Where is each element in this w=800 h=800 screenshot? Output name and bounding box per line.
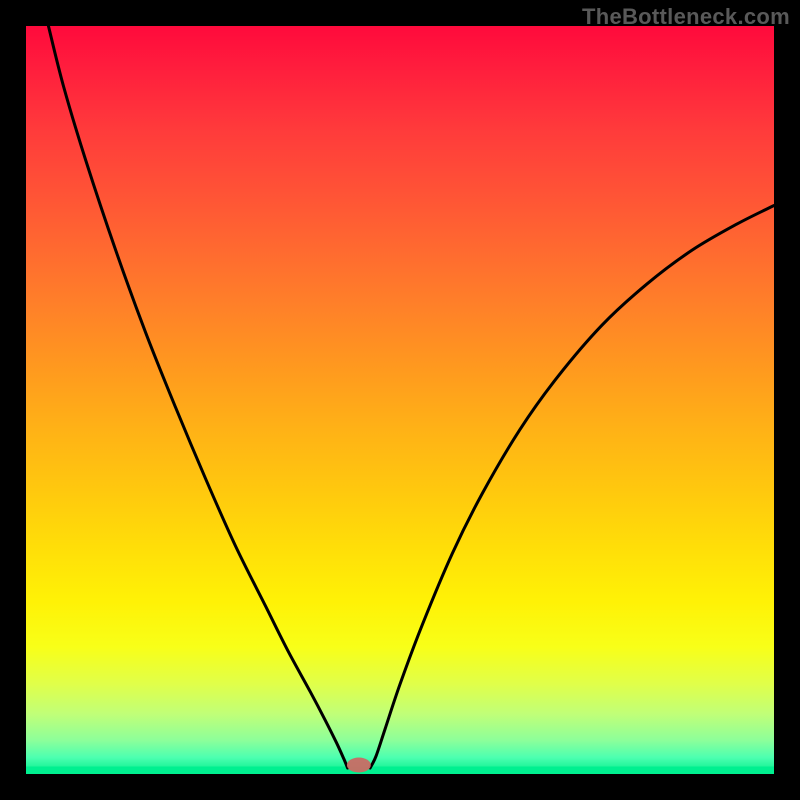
bottom-bar — [26, 767, 774, 774]
bottleneck-chart — [0, 0, 800, 800]
optimal-marker — [347, 758, 371, 773]
watermark-text: TheBottleneck.com — [582, 4, 790, 30]
plot-background — [26, 26, 774, 774]
